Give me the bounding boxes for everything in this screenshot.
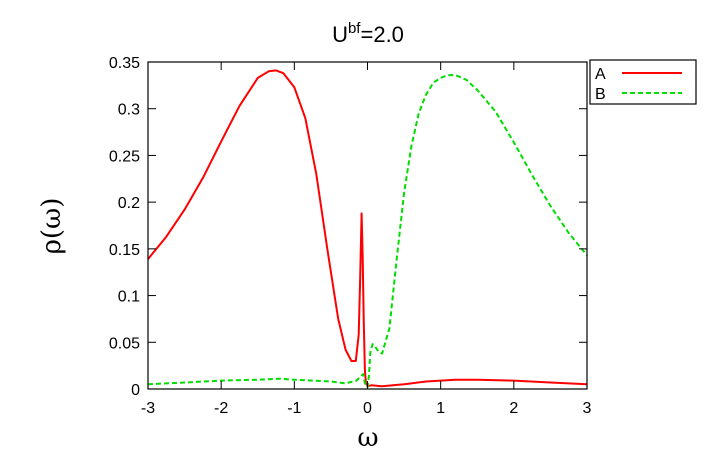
x-axis-label: ω — [357, 423, 378, 453]
y-tick-label: 0.35 — [109, 55, 140, 72]
axis-ticks — [147, 61, 588, 390]
y-tick-labels: 0 0.05 0.1 0.15 0.2 0.25 0.3 0.35 — [109, 55, 140, 399]
x-tick-label: -1 — [287, 400, 301, 417]
legend-box — [589, 59, 697, 105]
y-tick-label: 0.3 — [118, 102, 140, 119]
y-tick-label: 0.15 — [109, 242, 140, 259]
chart-title: Ubf=2.0 — [332, 20, 404, 47]
x-tick-label: -2 — [214, 400, 228, 417]
y-tick-label: 0.05 — [109, 335, 140, 352]
x-tick-label: -3 — [141, 400, 155, 417]
x-tick-label: 0 — [363, 400, 372, 417]
legend-label-a: A — [595, 66, 606, 83]
legend: AB — [589, 59, 697, 105]
chart-title-superscript: bf — [348, 20, 361, 37]
y-tick-label: 0 — [131, 382, 140, 399]
series-a-line — [147, 69, 588, 388]
y-axis-label: ρ(ω) — [37, 198, 67, 255]
legend-label-b: B — [595, 86, 606, 103]
chart-title-base: U — [332, 22, 348, 47]
series-b-line — [147, 74, 588, 389]
plot-frame — [147, 61, 588, 390]
y-tick-label: 0.25 — [109, 148, 140, 165]
x-tick-label: 2 — [509, 400, 518, 417]
chart-title-rest: =2.0 — [360, 22, 403, 47]
x-tick-labels: -3 -2 -1 0 1 2 3 — [141, 400, 592, 417]
x-tick-label: 1 — [436, 400, 445, 417]
y-tick-label: 0.2 — [118, 195, 140, 212]
plot-lines — [147, 69, 588, 389]
y-tick-label: 0.1 — [118, 289, 140, 306]
x-tick-label: 3 — [583, 400, 592, 417]
